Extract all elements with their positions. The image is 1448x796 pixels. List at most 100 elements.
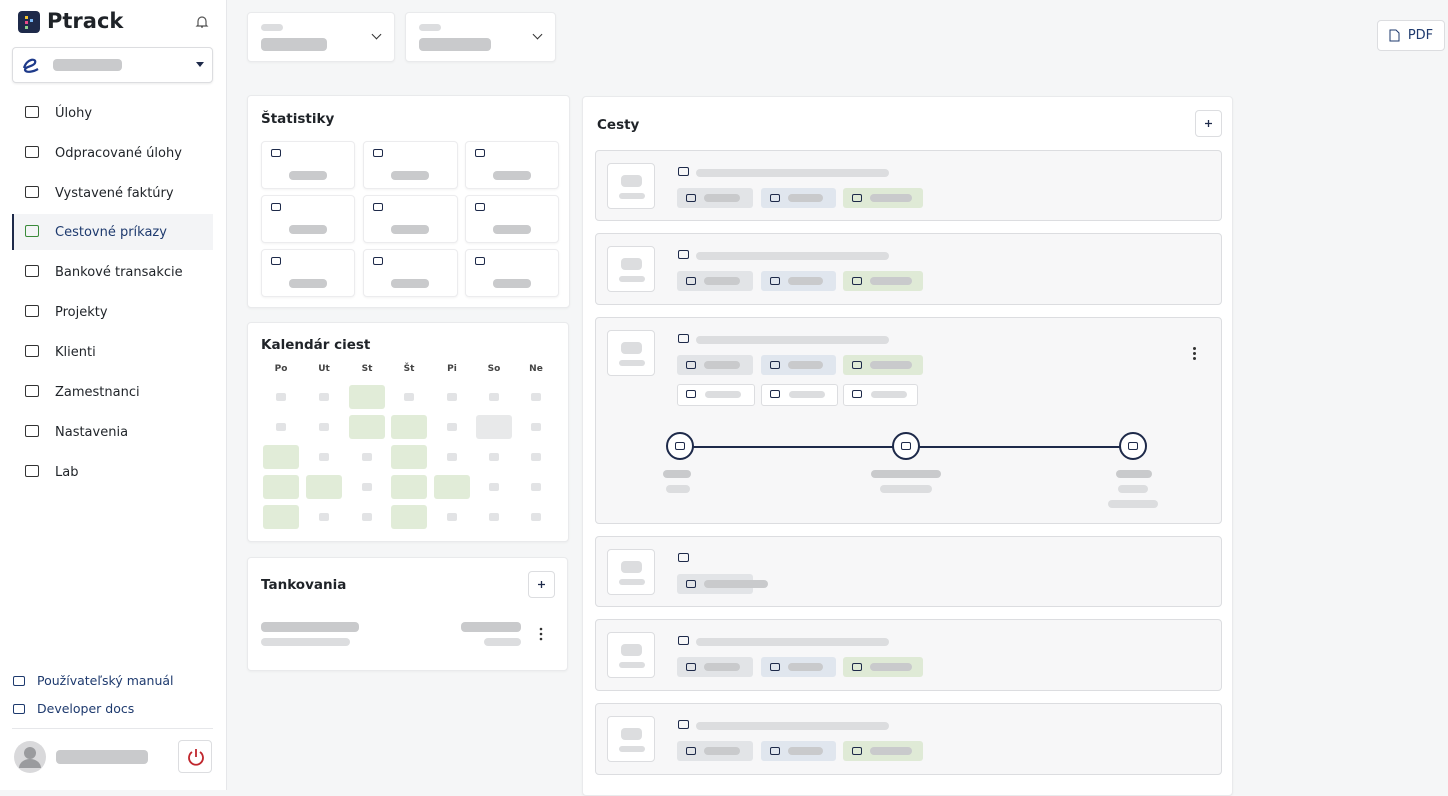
icon: [475, 203, 485, 211]
skeleton: [1118, 485, 1148, 493]
day: [319, 453, 329, 461]
footer-link[interactable]: Developer docs: [37, 701, 135, 716]
trip-row[interactable]: [595, 317, 1222, 524]
day-trip: [391, 445, 427, 469]
skeleton: [261, 38, 327, 51]
icon: [852, 663, 862, 671]
pdf-button[interactable]: PDF: [1377, 20, 1445, 51]
icon: [678, 250, 689, 259]
nav-item[interactable]: Vystavené faktúry: [55, 185, 174, 201]
skeleton: [619, 276, 645, 282]
chip: [677, 657, 753, 677]
skeleton: [788, 663, 823, 671]
trip-row[interactable]: [595, 619, 1222, 691]
skeleton: [704, 580, 768, 588]
add-fuel-button[interactable]: [528, 571, 555, 598]
nav-item[interactable]: Projekty: [55, 304, 108, 320]
chip: [677, 271, 753, 291]
chip: [761, 384, 838, 406]
day: [531, 513, 541, 521]
day: [531, 453, 541, 461]
skeleton: [619, 360, 645, 366]
trip-row[interactable]: [595, 536, 1222, 607]
day: [319, 423, 329, 431]
more-icon[interactable]: [1193, 347, 1196, 350]
icon: [25, 385, 39, 397]
skeleton: [621, 561, 642, 573]
icon: [770, 390, 780, 398]
trip-row[interactable]: [595, 150, 1222, 221]
day: [447, 393, 457, 401]
nav-item[interactable]: Klienti: [55, 344, 96, 360]
weekday: Ut: [318, 364, 330, 374]
day: [362, 513, 372, 521]
day-trip: [263, 445, 299, 469]
skeleton: [289, 171, 327, 180]
bell-icon[interactable]: [195, 14, 209, 30]
icon: [770, 277, 780, 285]
icon: [25, 265, 39, 277]
icon: [678, 553, 689, 562]
skeleton: [493, 171, 531, 180]
footer-link[interactable]: Používateľský manuál: [37, 673, 174, 688]
icon: [13, 704, 25, 714]
avatar: [14, 741, 46, 773]
icon: [25, 225, 39, 237]
logo-icon: [18, 11, 40, 33]
filter-dropdown[interactable]: [405, 12, 556, 62]
icon: [852, 390, 862, 398]
nav-item[interactable]: Lab: [55, 464, 79, 480]
skeleton: [391, 171, 429, 180]
trip-row[interactable]: [595, 703, 1222, 775]
chip: [761, 355, 836, 375]
skeleton: [704, 361, 740, 369]
day: [489, 513, 499, 521]
org-selector[interactable]: [12, 47, 213, 83]
nav-item[interactable]: Bankové transakcie: [55, 264, 183, 280]
icon: [25, 345, 39, 357]
nav-item[interactable]: Odpracované úlohy: [55, 145, 182, 161]
skeleton: [870, 277, 912, 285]
day: [489, 393, 499, 401]
icon: [373, 149, 383, 157]
org-logo: [22, 58, 39, 73]
nav-item[interactable]: Úlohy: [55, 105, 93, 121]
add-trip-button[interactable]: [1195, 110, 1222, 137]
icon: [678, 334, 689, 343]
day-trip: [306, 475, 342, 499]
skeleton: [696, 722, 889, 730]
day: [531, 423, 541, 431]
icon: [25, 186, 39, 198]
nav-item[interactable]: Zamestnanci: [55, 384, 140, 400]
day-other: [476, 415, 512, 439]
icon: [271, 257, 281, 265]
skeleton: [619, 746, 645, 752]
skeleton: [1116, 470, 1152, 478]
skeleton: [788, 277, 823, 285]
more-icon[interactable]: [538, 627, 544, 641]
sidebar: Ptrack Úlohy Odpracované úlohy Vystavené f…: [0, 0, 227, 790]
day: [489, 453, 499, 461]
icon: [25, 146, 39, 158]
day: [531, 393, 541, 401]
day: [362, 453, 372, 461]
skeleton: [619, 193, 645, 199]
day: [276, 423, 286, 431]
icon: [25, 465, 39, 477]
icon: [770, 194, 780, 202]
filter-dropdown[interactable]: [247, 12, 395, 62]
logout-button[interactable]: [178, 740, 212, 773]
nav-item[interactable]: Nastavenia: [55, 424, 129, 440]
skeleton: [289, 279, 327, 288]
nav-item[interactable]: Cestovné príkazy: [12, 214, 213, 250]
stats-card: Štatistiky: [247, 95, 570, 308]
day-trip: [391, 415, 427, 439]
trip-row[interactable]: [595, 233, 1222, 305]
skeleton: [704, 194, 740, 202]
skeleton: [1108, 500, 1158, 508]
chip: [761, 657, 836, 677]
chip: [843, 271, 923, 291]
chip: [761, 271, 836, 291]
icon: [1128, 442, 1138, 450]
